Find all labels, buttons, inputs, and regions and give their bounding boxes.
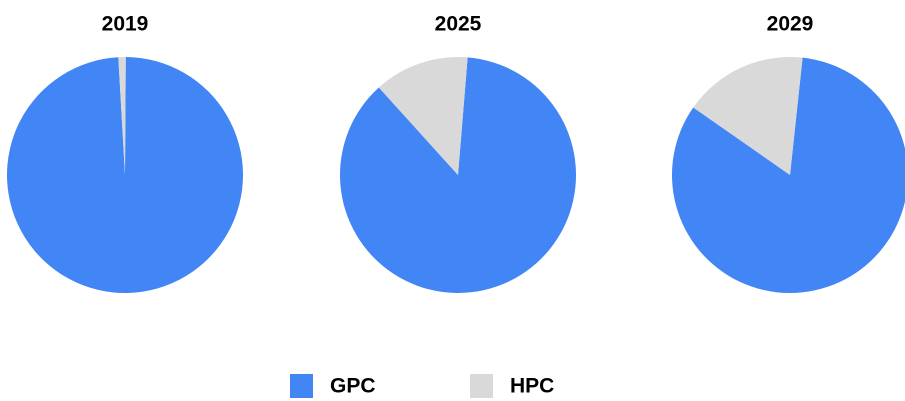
chart-title: 2029 [767,13,814,36]
legend-label: HPC [510,375,554,398]
chart-title: 2019 [102,13,149,36]
pie-slice [672,57,905,293]
legend-label: GPC [330,375,376,398]
pie-slice [340,57,576,294]
pie-slice [118,57,126,176]
legend-swatch [290,374,313,398]
pie-slice [378,57,468,176]
legend-swatch [470,374,493,398]
pie-slice [693,57,803,175]
pie-slice [6,57,243,293]
chart-title: 2025 [435,13,482,36]
